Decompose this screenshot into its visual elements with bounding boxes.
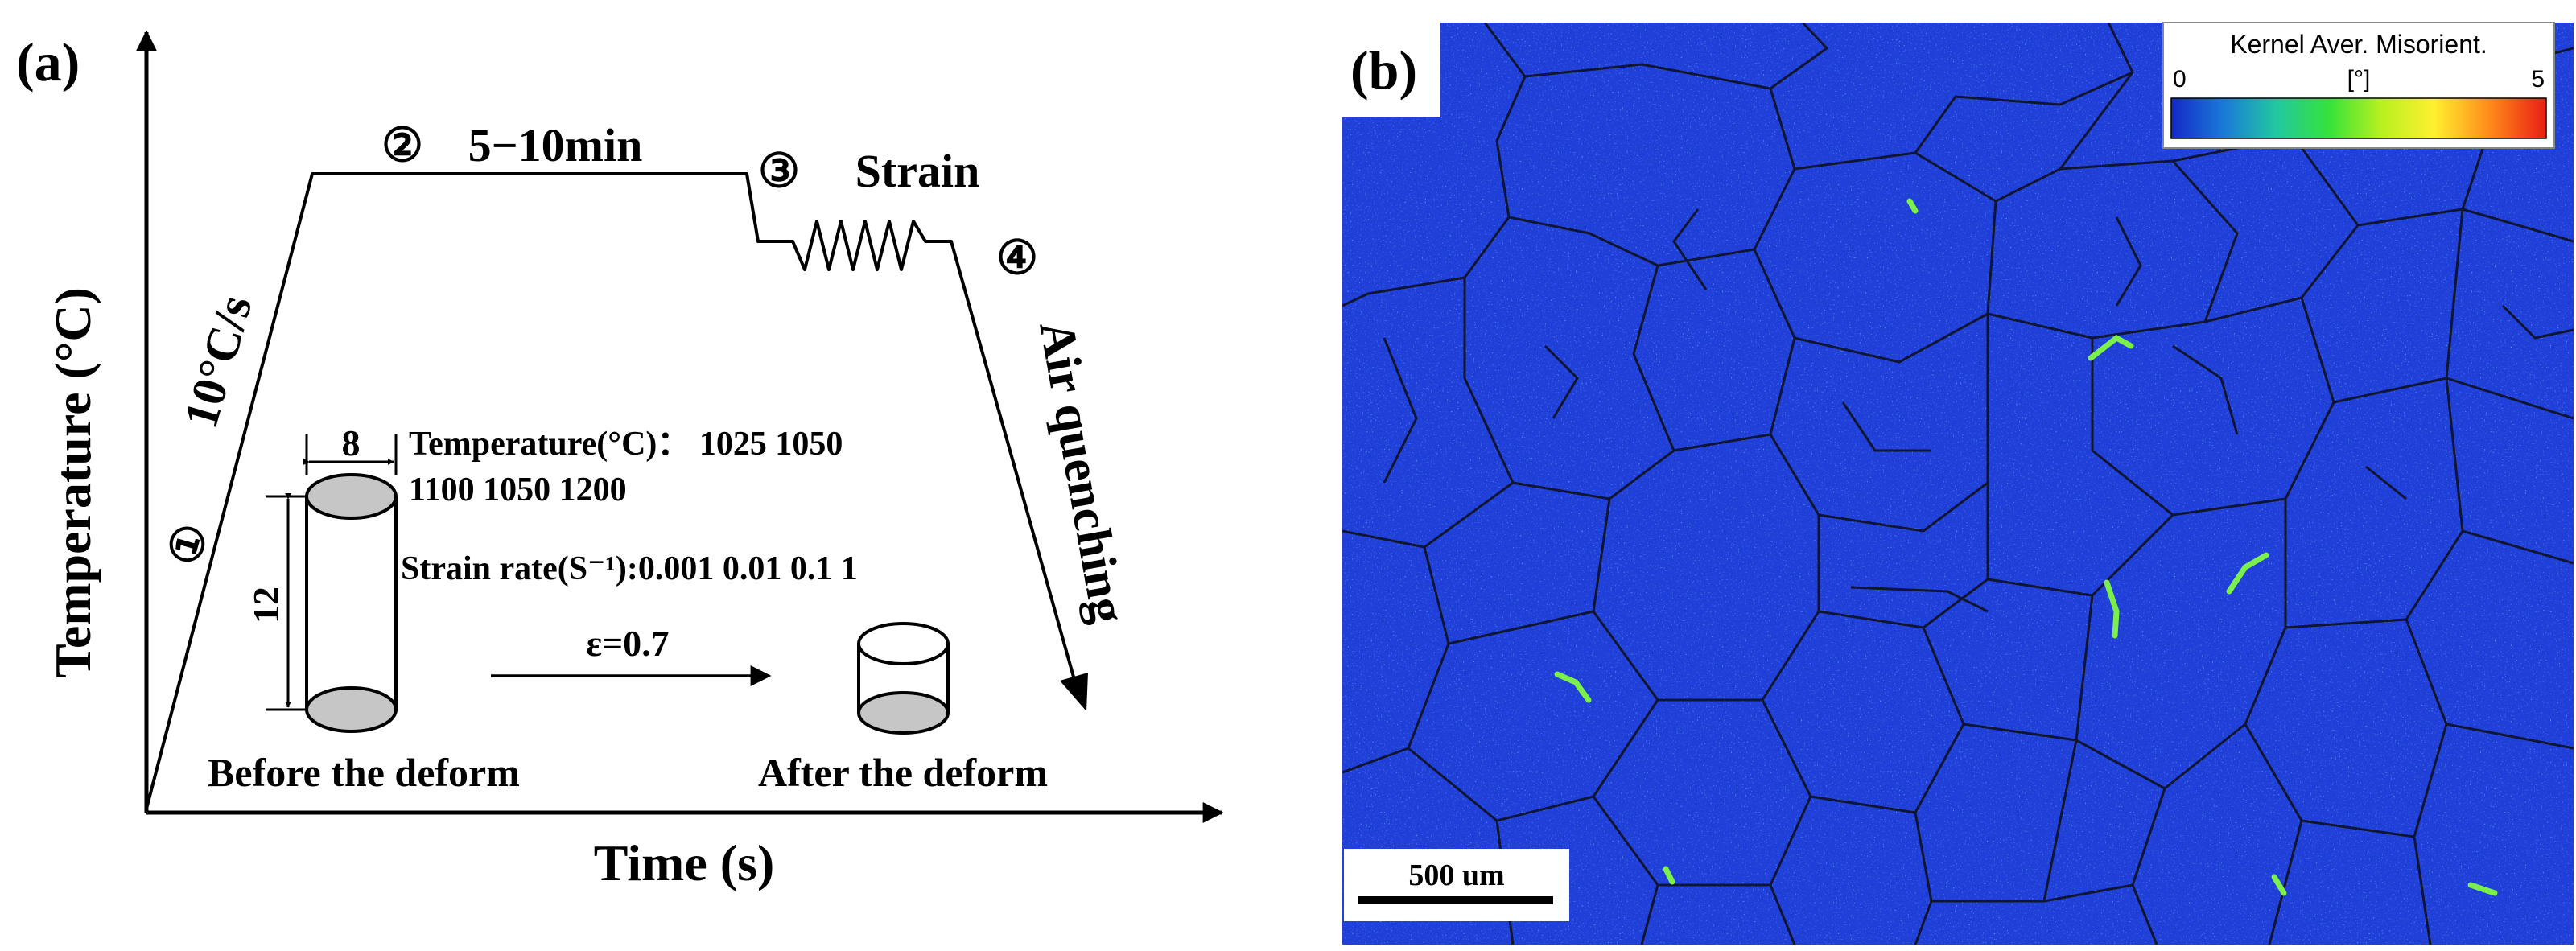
panel-b-label-box [1342,23,1440,117]
strain-value: ε=0.7 [586,623,669,664]
step3-strain: Strain [855,145,980,197]
specimen-before [266,434,398,733]
kam-colorbar [2170,97,2547,139]
scale-bar-line [1358,896,1553,904]
step4-air-quenching: Air quenching [1028,317,1136,628]
kam-map-speckle [1342,23,2574,945]
kam-legend: Kernel Aver. Misorient. 0 [°] 5 [2162,22,2555,149]
step3-number: ③ [758,145,800,197]
panel-b-label: (b) [1350,39,1417,101]
height-label: 12 [245,587,286,624]
diameter-label: 8 [342,422,361,463]
scale-bar-box [1344,849,1569,921]
panel-a: (a) Temperature (°C) Time (s) ① 10°C/s ②… [16,30,1224,891]
step2-duration: 5−10min [468,119,643,171]
x-axis-label: Time (s) [594,834,775,891]
kam-legend-title: Kernel Aver. Misorient. [2230,30,2487,59]
scale-bar-label: 500 um [1408,858,1504,892]
temperature-profile [145,172,1078,809]
temperature-conditions-cont: 1100 1050 1200 [409,471,627,508]
scale-bar: 500 um [1344,849,1569,921]
high-misorientation-boundaries [1554,198,2498,896]
temperature-conditions: Temperature(°C)： 1025 1050 [409,426,843,463]
before-label: Before the deform [208,750,520,795]
kam-legend-max: 5 [2531,66,2545,93]
kam-map [1342,23,2574,945]
strain-rate-conditions: Strain rate(S⁻¹):0.001 0.01 0.1 1 [401,550,858,587]
kam-legend-unit: [°] [2347,66,2371,93]
after-label: After the deform [758,750,1048,795]
step2-number: ② [381,119,423,171]
panel-a-label: (a) [16,31,80,93]
quench-arrowhead [1060,673,1088,711]
step4-number: ④ [996,232,1038,284]
y-axis-label: Temperature (°C) [44,287,101,678]
panel-b: (b) Kernel Aver. Misorient. 0 [°] 5 500 … [1342,22,2574,945]
specimen-after [857,622,950,735]
kam-legend-min: 0 [2173,66,2187,93]
